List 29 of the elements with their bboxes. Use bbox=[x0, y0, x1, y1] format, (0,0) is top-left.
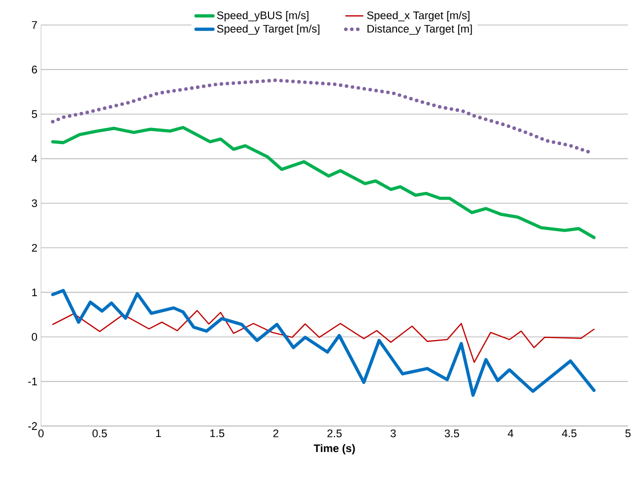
legend-label: Speed_yBUS [m/s] bbox=[217, 11, 308, 22]
line-series bbox=[52, 310, 595, 363]
x-tick-label: 3.5 bbox=[444, 430, 460, 438]
x-tick-label: 5 bbox=[625, 430, 631, 438]
x-tick-label: 1.5 bbox=[210, 430, 224, 438]
y-tick-label: 3 bbox=[32, 199, 37, 208]
line-series bbox=[51, 126, 596, 240]
x-tick-label: 0.5 bbox=[92, 430, 107, 438]
y-tick-label: 4 bbox=[32, 154, 38, 162]
y-tick-label: 0 bbox=[32, 333, 38, 341]
x-tick-label: 4.5 bbox=[562, 430, 576, 438]
y-tick-label: 6 bbox=[32, 66, 37, 74]
x-tick-label: 2.5 bbox=[327, 430, 342, 438]
line-series bbox=[51, 288, 596, 397]
x-tick-label: 3 bbox=[390, 430, 396, 438]
y-tick-label: 7 bbox=[32, 21, 37, 29]
legend-label: Speed_y Target [m/s] bbox=[217, 24, 320, 35]
legend-label: Distance_y Target [m] bbox=[368, 24, 472, 35]
y-tick-label: -1 bbox=[28, 378, 37, 386]
x-tick-label: 4 bbox=[508, 430, 514, 438]
x-tick-label: 0 bbox=[38, 430, 44, 438]
y-tick-label: 1 bbox=[32, 288, 37, 296]
y-tick-label: 5 bbox=[32, 110, 38, 118]
y-tick-label: -2 bbox=[28, 422, 37, 430]
legend-label: Speed_x Target [m/s] bbox=[367, 11, 470, 22]
x-tick-label: 2 bbox=[273, 430, 278, 438]
y-tick-label: 2 bbox=[32, 244, 37, 252]
x-axis-title: Time (s) bbox=[314, 444, 355, 454]
x-tick-label: 1 bbox=[156, 430, 161, 438]
